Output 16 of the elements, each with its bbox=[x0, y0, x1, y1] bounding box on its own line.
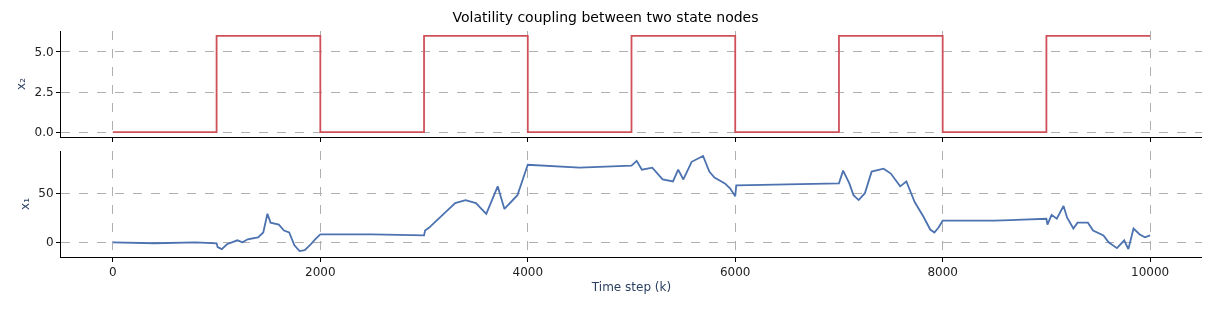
y-tick-label: 50 bbox=[38, 186, 54, 201]
x-tick-label: 2000 bbox=[305, 265, 336, 280]
x-tick-label: 4000 bbox=[512, 265, 544, 280]
x-tick-label: 6000 bbox=[719, 265, 751, 280]
y-tick-label: 0.0 bbox=[34, 125, 54, 140]
x-axis-title: Time step (k) bbox=[590, 280, 672, 295]
line-series bbox=[111, 155, 1152, 253]
y-tick-label: 5.0 bbox=[34, 45, 54, 60]
y-axis-title: x₂ bbox=[13, 77, 28, 90]
y-axis-title: x₁ bbox=[17, 197, 32, 210]
x-tick-label: 0 bbox=[109, 265, 117, 280]
chart-title: Volatility coupling between two state nodes bbox=[452, 8, 759, 25]
y-tick-label: 0 bbox=[45, 235, 54, 250]
y-tick-label: 2.5 bbox=[34, 85, 54, 100]
x-tick-label: 10000 bbox=[1131, 265, 1170, 280]
x-tick-label: 8000 bbox=[927, 265, 958, 280]
